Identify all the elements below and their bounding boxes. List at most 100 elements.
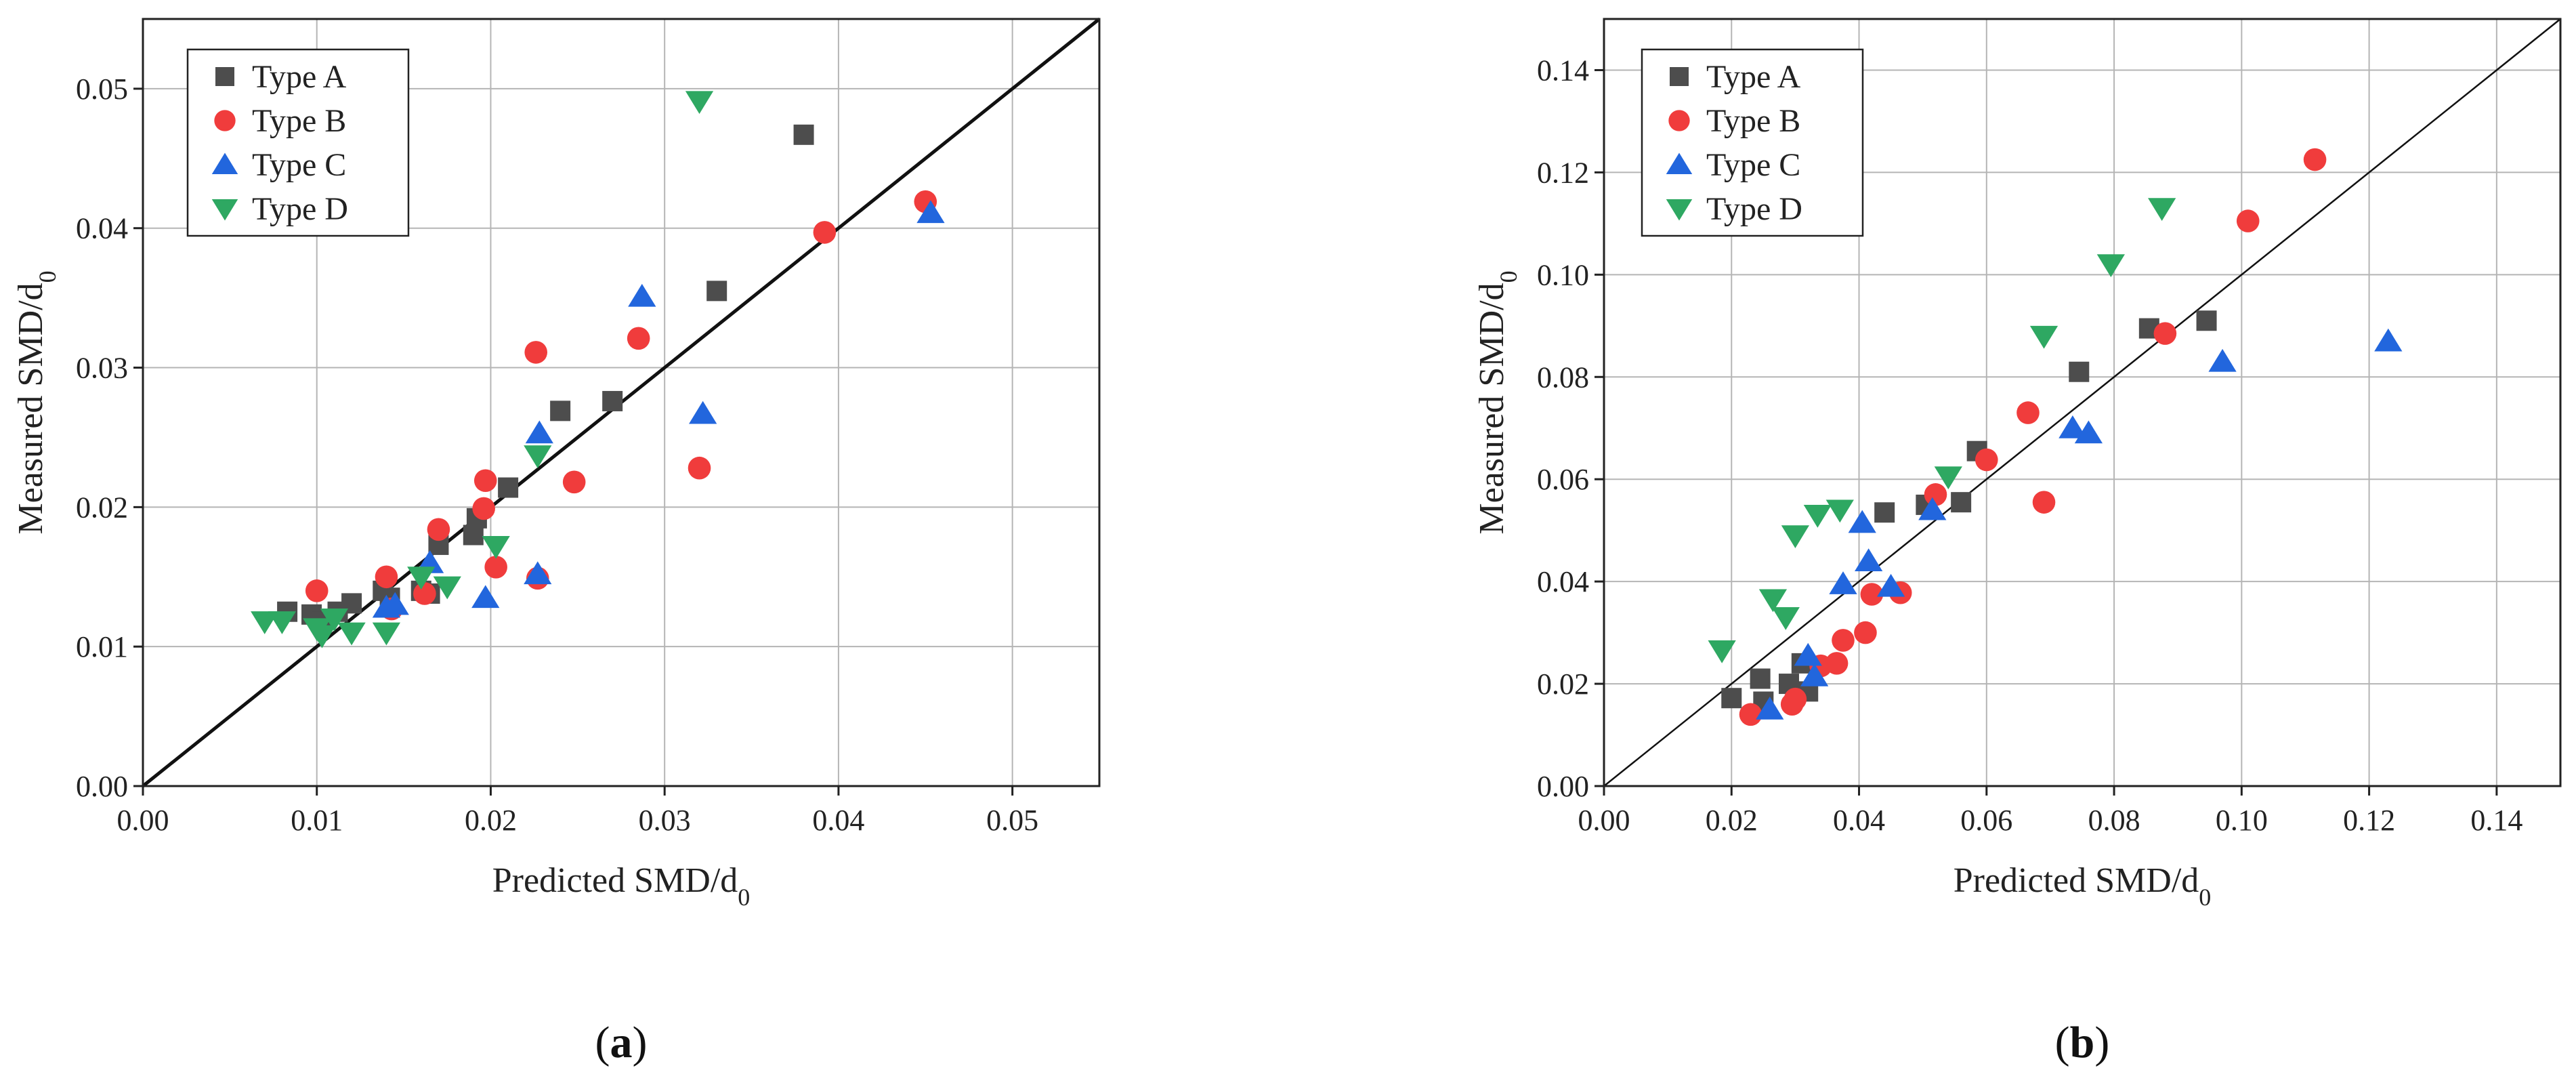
reference-line-y-equals-x <box>1603 18 2561 787</box>
data-point <box>793 124 814 145</box>
legend-item-type-a: Type A <box>215 59 347 95</box>
data-point <box>484 556 507 579</box>
data-point <box>413 582 436 605</box>
data-point <box>1758 589 1788 613</box>
x-tick-label: 0.00 <box>1578 804 1630 837</box>
data-point <box>1934 466 1962 490</box>
legend: Type A Type B Type C Type D <box>186 48 410 237</box>
x-axis-title-text: Predicted SMD/d <box>1954 861 2199 900</box>
data-point <box>2196 310 2217 331</box>
data-point <box>381 592 409 615</box>
legend-marker <box>211 199 238 221</box>
data-point <box>688 456 711 480</box>
data-point <box>2096 254 2125 277</box>
data-point <box>525 420 553 444</box>
data-point <box>2208 348 2237 372</box>
data-point <box>916 200 945 224</box>
data-point <box>320 609 349 632</box>
data-point <box>471 585 500 609</box>
legend-item-type-d: Type D <box>211 191 348 227</box>
y-tick-label: 0.02 <box>76 491 128 524</box>
panel-label-close: ) <box>633 1018 648 1067</box>
data-point <box>1803 505 1832 528</box>
x-axis-title-subscript: 0 <box>2199 884 2211 911</box>
data-point <box>1876 573 1905 597</box>
data-point <box>1860 583 1884 606</box>
data-point <box>1829 571 1857 594</box>
data-point <box>562 470 586 494</box>
data-point <box>375 565 398 589</box>
x-axis-title: Predicted SMD/d0 <box>492 861 751 911</box>
y-tick-label: 0.10 <box>1537 258 1589 291</box>
y-tick-label: 0.06 <box>1537 463 1589 496</box>
gridlines <box>143 19 1099 786</box>
legend-marker <box>1670 67 1689 86</box>
legend-item-type-d: Type D <box>1666 191 1802 227</box>
y-tick-label: 0.00 <box>1537 770 1589 803</box>
data-point <box>628 283 656 307</box>
legend-label: Type C <box>1706 147 1800 183</box>
data-point <box>372 622 401 646</box>
panel-label: (a) <box>595 1018 648 1067</box>
data-point <box>1975 448 1998 472</box>
data-point <box>1924 483 1947 506</box>
y-axis-ticks: 0.00 0.02 0.04 0.06 0.08 0.10 0.12 0.14 <box>1537 54 1604 803</box>
x-tick-label: 0.03 <box>639 804 691 837</box>
data-point <box>2032 491 2056 514</box>
legend-marker <box>1666 152 1693 174</box>
data-point <box>1756 697 1784 720</box>
y-tick-label: 0.03 <box>76 352 128 385</box>
y-axis-title: Measured SMD/d0 <box>12 270 61 534</box>
legend-label: Type A <box>252 59 347 95</box>
data-point <box>2153 322 2177 345</box>
data-point <box>472 497 495 520</box>
data-point <box>1854 621 1877 644</box>
x-tick-label: 0.05 <box>986 804 1038 837</box>
x-tick-label: 0.00 <box>117 804 169 837</box>
data-point <box>602 390 623 411</box>
series-type-d <box>251 91 714 649</box>
panel-label-letter: a <box>610 1018 633 1067</box>
series-type-b <box>305 190 937 621</box>
y-tick-label: 0.08 <box>1537 361 1589 394</box>
legend-marker <box>1666 199 1693 221</box>
data-point <box>433 576 461 600</box>
plot-frame <box>1603 18 2562 787</box>
data-point <box>2148 198 2176 221</box>
legend-label: Type D <box>252 191 348 227</box>
panel-label-open: ( <box>595 1018 610 1067</box>
y-tick-label: 0.04 <box>76 212 128 245</box>
data-point <box>627 327 650 350</box>
x-tick-label: 0.01 <box>291 804 343 837</box>
data-point <box>407 567 436 590</box>
legend-item-type-b: Type B <box>1668 103 1800 139</box>
data-point <box>308 625 337 649</box>
data-point <box>305 579 329 602</box>
y-axis-title: Measured SMD/d0 <box>1473 270 1522 534</box>
legend-marker <box>211 152 238 174</box>
legend-label: Type B <box>1706 103 1800 139</box>
data-point <box>689 400 717 424</box>
legend-marker <box>215 67 234 86</box>
y-tick-label: 0.00 <box>76 770 128 803</box>
x-tick-label: 0.02 <box>1706 804 1758 837</box>
data-point <box>337 622 366 646</box>
x-tick-label: 0.12 <box>2343 804 2395 837</box>
series-type-a <box>1721 310 2217 712</box>
x-axis-ticks: 0.00 0.01 0.02 0.03 0.04 0.05 <box>117 786 1038 837</box>
y-tick-label: 0.14 <box>1537 54 1589 87</box>
x-tick-label: 0.08 <box>2088 804 2140 837</box>
legend-item-type-b: Type B <box>214 103 346 139</box>
data-point <box>813 221 837 244</box>
x-axis-title-text: Predicted SMD/d <box>492 861 738 900</box>
y-axis-title-text: Measured SMD/d <box>12 283 50 534</box>
y-tick-label: 0.05 <box>76 73 128 106</box>
data-point <box>685 91 714 115</box>
data-point <box>1951 492 1972 513</box>
data-point <box>1918 497 1947 520</box>
x-tick-label: 0.04 <box>1833 804 1885 837</box>
y-tick-label: 0.01 <box>76 630 128 663</box>
series-type-d <box>1708 198 2176 663</box>
legend-label: Type D <box>1706 191 1802 227</box>
series-type-c <box>372 200 945 618</box>
